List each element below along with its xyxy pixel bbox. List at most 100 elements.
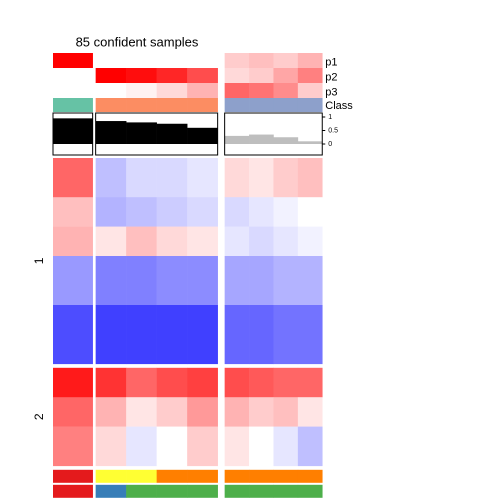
- y-tick-label: 1: [328, 114, 332, 121]
- heatmap-cell: [249, 158, 274, 198]
- bottom-annotation-cell: [156, 469, 188, 483]
- heatmap-cell: [297, 226, 323, 257]
- probability-cell: [156, 68, 188, 83]
- silhouette-bar: [249, 134, 274, 144]
- heatmap-cell: [249, 256, 274, 306]
- heatmap-cell: [126, 367, 157, 398]
- class-cell: [224, 98, 250, 112]
- heatmap-cell: [187, 426, 218, 467]
- heatmap-cell: [95, 158, 127, 198]
- heatmap-cell: [224, 158, 250, 198]
- heatmap-cell: [126, 256, 157, 306]
- heatmap-cell: [126, 197, 157, 227]
- probability-cell: [297, 83, 323, 98]
- heatmap-cell: [156, 256, 188, 306]
- heatmap-cell: [297, 158, 323, 198]
- annotation-label: Class: [325, 100, 353, 112]
- heatmap-cell: [187, 256, 218, 306]
- silhouette-frame: [224, 112, 323, 156]
- bottom-annotation-cell: [297, 469, 323, 483]
- heatmap-cell: [156, 367, 188, 398]
- row-group-label: 1: [32, 257, 46, 264]
- bottom-annotation-cell: [187, 484, 218, 498]
- heatmap-cell: [224, 397, 250, 427]
- heatmap-cell: [273, 367, 299, 398]
- heatmap-cell: [95, 197, 127, 227]
- annotation-label: p3: [325, 86, 337, 98]
- bottom-annotation-cell: [297, 484, 323, 498]
- probability-cell: [126, 83, 157, 98]
- bottom-annotation-cell: [156, 484, 188, 498]
- silhouette-bar: [156, 123, 188, 144]
- class-cell: [53, 98, 93, 112]
- heatmap-cell: [156, 197, 188, 227]
- heatmap-cell: [249, 397, 274, 427]
- heatmap-cell: [53, 426, 93, 467]
- bottom-annotation-cell: [224, 484, 250, 498]
- annotation-label: p1: [325, 56, 337, 68]
- silhouette-bar: [297, 141, 323, 144]
- probability-cell: [224, 53, 250, 68]
- silhouette-bar: [273, 137, 299, 144]
- heatmap-cell: [95, 256, 127, 306]
- probability-cell: [249, 83, 274, 98]
- bottom-annotation-cell: [53, 484, 93, 498]
- heatmap-cell: [126, 158, 157, 198]
- class-cell: [273, 98, 299, 112]
- heatmap-cell: [249, 197, 274, 227]
- heatmap-cell: [53, 367, 93, 398]
- heatmap-cell: [187, 158, 218, 198]
- chart-title: 85 confident samples: [76, 34, 199, 49]
- class-cell: [297, 98, 323, 112]
- class-cell: [126, 98, 157, 112]
- silhouette-bar: [126, 122, 157, 144]
- probability-cell: [249, 68, 274, 83]
- heatmap-cell: [249, 367, 274, 398]
- heatmap-cell: [297, 197, 323, 227]
- probability-cell: [126, 68, 157, 83]
- heatmap-cell: [126, 426, 157, 467]
- probability-cell: [187, 53, 218, 68]
- y-tick-label: 0: [328, 141, 332, 148]
- probability-cell: [53, 68, 93, 83]
- silhouette-bar: [95, 121, 127, 144]
- heatmap-cell: [273, 226, 299, 257]
- heatmap-cell: [297, 256, 323, 306]
- bottom-annotation-cell: [224, 469, 250, 483]
- class-cell: [156, 98, 188, 112]
- y-tick-label: 0.5: [328, 127, 338, 134]
- bottom-annotation-cell: [273, 484, 299, 498]
- heatmap-cell: [273, 426, 299, 467]
- heatmap-cell: [95, 426, 127, 467]
- probability-cell: [95, 68, 127, 83]
- probability-cell: [95, 53, 127, 68]
- heatmap-cell: [297, 367, 323, 398]
- heatmap-cell: [187, 305, 218, 365]
- heatmap-cell: [53, 305, 93, 365]
- class-cell: [187, 98, 218, 112]
- heatmap-cell: [187, 367, 218, 398]
- heatmap-cell: [156, 305, 188, 365]
- bottom-annotation-cell: [249, 469, 274, 483]
- heatmap-cell: [224, 226, 250, 257]
- heatmap-cell: [249, 305, 274, 365]
- heatmap-cell: [224, 197, 250, 227]
- heatmap-cell: [95, 305, 127, 365]
- heatmap-cell: [95, 367, 127, 398]
- heatmap-cell: [53, 197, 93, 227]
- silhouette-frame: [95, 112, 219, 156]
- heatmap-cell: [273, 197, 299, 227]
- probability-cell: [249, 53, 274, 68]
- bottom-annotation-cell: [53, 469, 93, 483]
- heatmap-cell: [273, 256, 299, 306]
- heatmap-cell: [224, 305, 250, 365]
- heatmap-cell: [249, 226, 274, 257]
- probability-cell: [273, 83, 299, 98]
- bottom-annotation-cell: [187, 469, 218, 483]
- row-group-label: 2: [32, 413, 46, 420]
- class-cell: [249, 98, 274, 112]
- heatmap-cell: [187, 197, 218, 227]
- heatmap-cell: [53, 158, 93, 198]
- silhouette-bar: [187, 127, 218, 144]
- heatmap-cell: [297, 426, 323, 467]
